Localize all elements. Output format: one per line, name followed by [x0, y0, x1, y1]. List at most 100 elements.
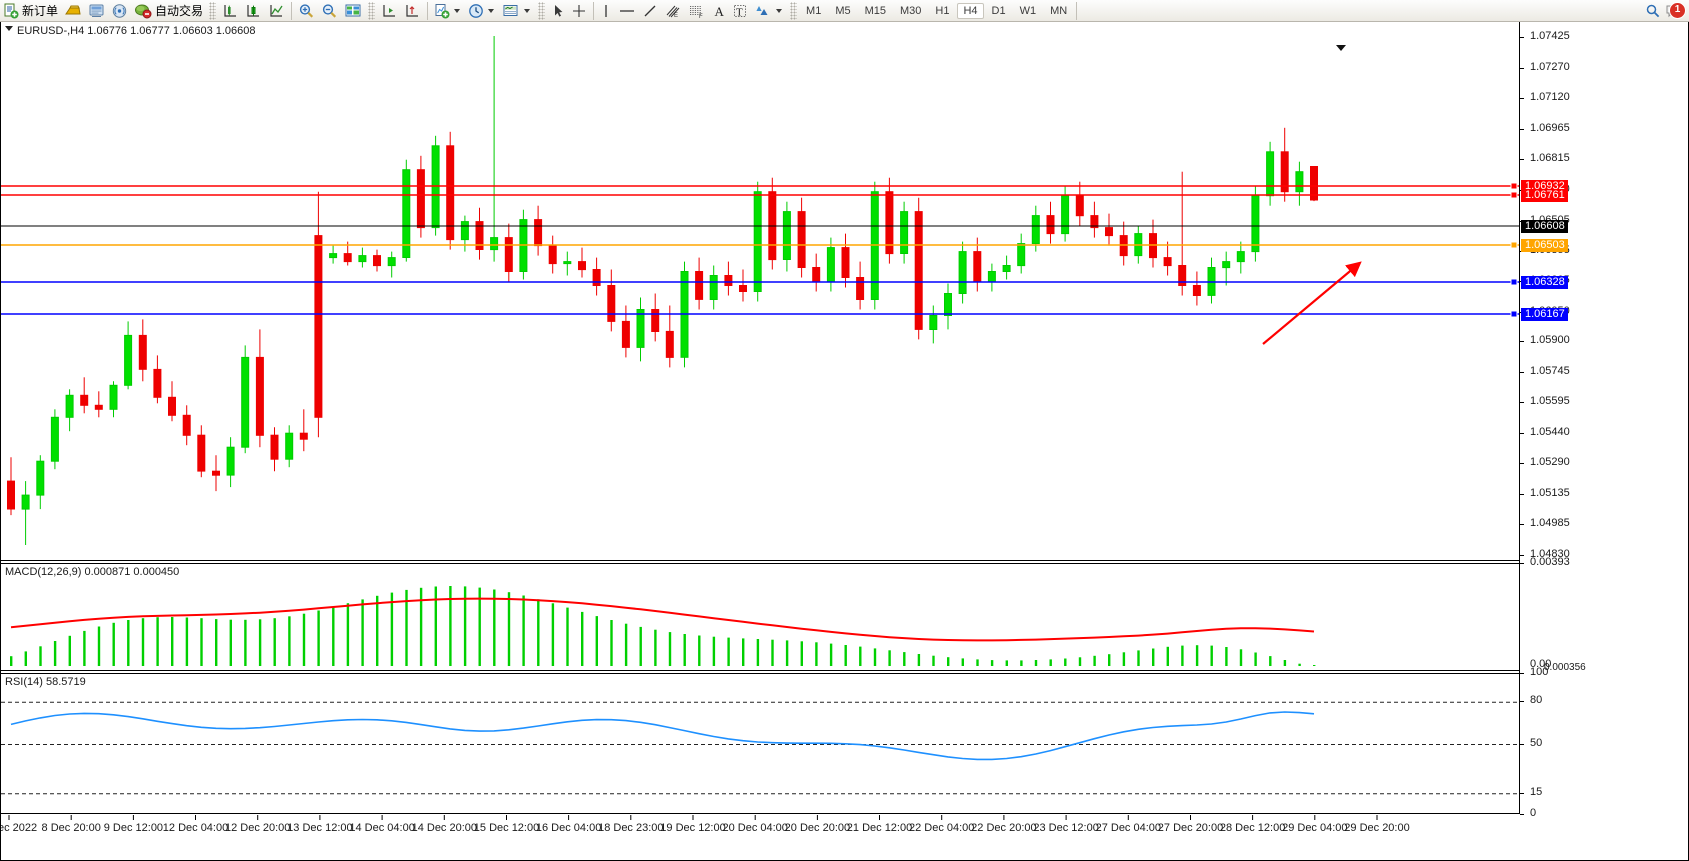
- time-tick-label: 20 Dec 04:00: [722, 822, 787, 834]
- price-tick-label: 1.05900: [1530, 334, 1570, 347]
- zoom-in-button[interactable]: [295, 1, 318, 21]
- timeframe-d1[interactable]: D1: [991, 4, 1006, 17]
- time-tick-label: 14 Dec 20:00: [412, 822, 477, 834]
- price-tag-pivot[interactable]: 1.06503: [1521, 239, 1568, 252]
- price-pane[interactable]: EURUSD-,H4 1.06776 1.06777 1.06603 1.066…: [1, 22, 1519, 561]
- time-tick-label: 12 Dec 04:00: [163, 822, 228, 834]
- price-tick-label: 1.04985: [1530, 517, 1570, 530]
- shapes-icon: [754, 3, 772, 19]
- time-tick-label: 22 Dec 20:00: [971, 822, 1036, 834]
- label-tool-button[interactable]: T: [729, 1, 751, 21]
- crosshair-icon: [571, 3, 587, 19]
- templates-icon: [268, 3, 285, 19]
- time-tick-label: 22 Dec 04:00: [909, 822, 974, 834]
- level-lines: [1, 182, 1519, 318]
- gold-button[interactable]: [61, 1, 85, 21]
- toolbar-separator-4: [1076, 1, 1078, 20]
- data-window-button[interactable]: [219, 1, 242, 21]
- price-tag-support-2[interactable]: 1.06167: [1521, 308, 1568, 321]
- trendline-button[interactable]: [639, 1, 661, 21]
- trendline-icon: [642, 3, 658, 19]
- timeframe-group: M1 M5 M15 M30 H1 H4 D1 W1 MN: [800, 2, 1073, 19]
- signals-button[interactable]: [108, 1, 131, 21]
- rsi-pane[interactable]: RSI(14) 58.5719: [1, 673, 1519, 814]
- cursor-icon: [551, 3, 565, 19]
- chevron-down-icon[interactable]: [488, 8, 495, 13]
- horizontal-line-button[interactable]: [615, 1, 639, 21]
- price-tick-label: 1.05440: [1530, 426, 1570, 439]
- rsi-series: [1, 701, 1519, 795]
- new-order-button[interactable]: 新订单: [0, 1, 61, 21]
- shapes-button[interactable]: [751, 1, 787, 21]
- tile-windows-button[interactable]: [341, 1, 365, 21]
- time-tick-label: 8 Dec 20:00: [42, 822, 101, 834]
- crosshair-tool-button[interactable]: [568, 1, 590, 21]
- chevron-down-icon[interactable]: [776, 8, 783, 13]
- macd-axis-bottom: 0.000356: [1544, 662, 1586, 673]
- timeframe-mn[interactable]: MN: [1050, 4, 1068, 17]
- timeframe-h1[interactable]: H1: [935, 4, 950, 17]
- notification-icon[interactable]: 1: [1665, 1, 1686, 19]
- period-icon: [468, 3, 484, 19]
- time-tick-label: 27 Dec 20:00: [1158, 822, 1223, 834]
- chevron-down-icon[interactable]: [524, 8, 531, 13]
- new-chart-icon: [434, 3, 450, 19]
- main-toolbar: 新订单: [0, 0, 1689, 22]
- zoom-out-button[interactable]: [318, 1, 341, 21]
- price-tick-label: 1.05135: [1530, 487, 1570, 500]
- timeframe-m5[interactable]: M5: [835, 4, 851, 17]
- price-tick-label: 1.06965: [1530, 121, 1570, 134]
- search-icon[interactable]: [1645, 3, 1661, 19]
- rsi-tick-label: 100: [1530, 666, 1549, 678]
- text-tool-button[interactable]: A: [709, 1, 729, 21]
- indicator-list-button[interactable]: [499, 1, 535, 21]
- toolbar-grip-4[interactable]: [790, 1, 798, 20]
- macd-axis-top: 0.00393: [1530, 556, 1570, 568]
- timeframe-m15[interactable]: M15: [864, 4, 886, 17]
- equidistant-channel-button[interactable]: E: [661, 1, 685, 21]
- candle-chart-button[interactable]: [242, 1, 265, 21]
- cursor-tool-button[interactable]: [548, 1, 568, 21]
- rsi-tick-label: 15: [1530, 785, 1543, 798]
- chart-menu-icon[interactable]: [5, 26, 13, 31]
- timeframe-w1[interactable]: W1: [1019, 4, 1037, 17]
- toolbar-grip-2[interactable]: [368, 1, 376, 20]
- indicators-icon: [245, 3, 262, 19]
- toolbar-grip-1[interactable]: [209, 1, 217, 20]
- fibonacci-button[interactable]: F: [685, 1, 709, 21]
- chart-shift-button[interactable]: [378, 1, 401, 21]
- price-tick-label: 1.05290: [1530, 456, 1570, 469]
- auto-trading-button[interactable]: 自动交易: [131, 1, 206, 21]
- time-tick-label: 8 Dec 2022: [1, 822, 37, 834]
- price-axis[interactable]: 1.07425 1.07270 1.07120 1.06965 1.06815 1.066…: [1519, 22, 1688, 819]
- gold-bar-icon: [64, 3, 82, 19]
- macd-pane[interactable]: MACD(12,26,9) 0.000871 0.000450: [1, 563, 1519, 671]
- new-chart-button[interactable]: [431, 1, 465, 21]
- vertical-line-button[interactable]: [597, 1, 615, 21]
- toolbar-grip-3[interactable]: [538, 1, 546, 20]
- period-button[interactable]: [465, 1, 499, 21]
- time-tick-label: 16 Dec 04:00: [536, 822, 601, 834]
- timeframe-m30[interactable]: M30: [900, 4, 922, 17]
- label-icon: T: [732, 3, 748, 19]
- auto-trading-label: 自动交易: [155, 4, 204, 18]
- price-tag-resistance-2[interactable]: 1.06761: [1521, 189, 1568, 202]
- time-tick-label: 20 Dec 20:00: [785, 822, 850, 834]
- svg-text:E: E: [674, 13, 678, 19]
- auto-scroll-button[interactable]: [401, 1, 424, 21]
- svg-text:T: T: [736, 6, 743, 18]
- terminal-button[interactable]: [85, 1, 108, 21]
- chevron-down-icon[interactable]: [454, 8, 461, 13]
- hline-icon: [618, 3, 636, 19]
- price-tag-support-1[interactable]: 1.06328: [1521, 276, 1568, 289]
- rsi-title: RSI(14) 58.5719: [5, 676, 86, 688]
- line-chart-button[interactable]: [265, 1, 288, 21]
- svg-text:F: F: [699, 14, 703, 19]
- price-tag-current-price[interactable]: 1.06608: [1521, 220, 1568, 233]
- timeframe-h4[interactable]: H4: [957, 2, 984, 19]
- chart-workspace: EURUSD-,H4 1.06776 1.06777 1.06603 1.066…: [0, 22, 1689, 861]
- toolbar-separator-1: [291, 1, 293, 20]
- signal-icon: [111, 3, 128, 19]
- timeframe-m1[interactable]: M1: [806, 4, 822, 17]
- time-tick-label: 28 Dec 12:00: [1220, 822, 1285, 834]
